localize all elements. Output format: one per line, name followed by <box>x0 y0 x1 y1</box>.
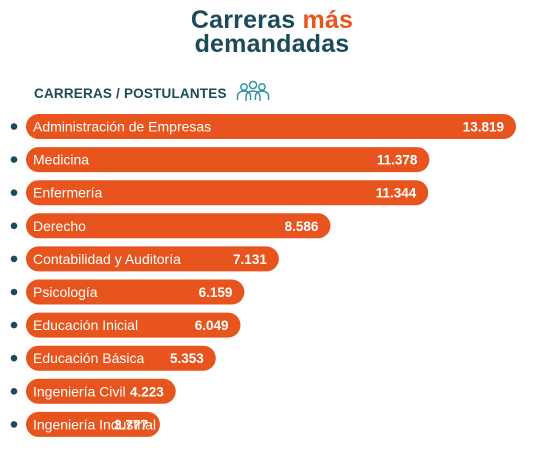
value-label: 4.223 <box>130 384 164 399</box>
value-label: 6.049 <box>195 318 229 333</box>
bar <box>26 246 279 272</box>
value-label: 3.777 <box>114 417 148 432</box>
bullet-dot <box>10 189 18 196</box>
chart-title: Carreras más demandadas <box>0 6 544 58</box>
people-group-icon <box>235 79 271 108</box>
bar <box>26 411 160 437</box>
category-label: Psicología <box>33 284 98 300</box>
bar <box>26 147 430 173</box>
bullet-dot <box>10 156 18 163</box>
value-label: 6.159 <box>199 285 233 300</box>
category-label: Educación Inicial <box>33 317 138 333</box>
bar <box>26 114 516 139</box>
title-line-2: demandadas <box>194 30 350 58</box>
value-label: 8.586 <box>285 219 319 234</box>
category-label: Medicina <box>33 152 89 168</box>
category-label: Derecho <box>33 218 86 234</box>
bullet-dot <box>10 222 18 230</box>
value-label: 11.344 <box>376 186 417 201</box>
bullet-dot <box>10 421 18 428</box>
value-label: 13.819 <box>463 120 504 135</box>
category-label: Enfermería <box>33 185 102 201</box>
value-label: 11.378 <box>377 153 418 168</box>
chart-subtitle: CARRERAS / POSTULANTES <box>34 80 271 106</box>
category-label: Administración de Empresas <box>33 119 211 135</box>
bar <box>26 213 331 239</box>
bullet-dot <box>10 388 18 395</box>
bar <box>26 345 216 371</box>
bar <box>26 312 241 338</box>
bullet-dot <box>10 354 18 362</box>
value-label: 7.131 <box>233 252 267 267</box>
bullet-dot <box>10 123 18 130</box>
category-label: Contabilidad y Auditoría <box>33 251 181 267</box>
bar <box>26 180 429 206</box>
bullet-dot <box>10 255 18 263</box>
bar <box>26 279 245 305</box>
bullet-dot <box>10 321 18 329</box>
title-part-2: más <box>302 6 354 34</box>
value-label: 5.353 <box>170 351 204 366</box>
category-label: Ingeniería Civil <box>33 383 126 399</box>
bar <box>26 378 176 404</box>
bullet-dot <box>10 288 18 296</box>
subtitle-text: CARRERAS / POSTULANTES <box>34 85 227 101</box>
category-label: Ingeniería Industrial <box>33 416 156 432</box>
category-label: Educación Básica <box>33 350 145 366</box>
title-part-1: Carreras <box>190 6 296 34</box>
